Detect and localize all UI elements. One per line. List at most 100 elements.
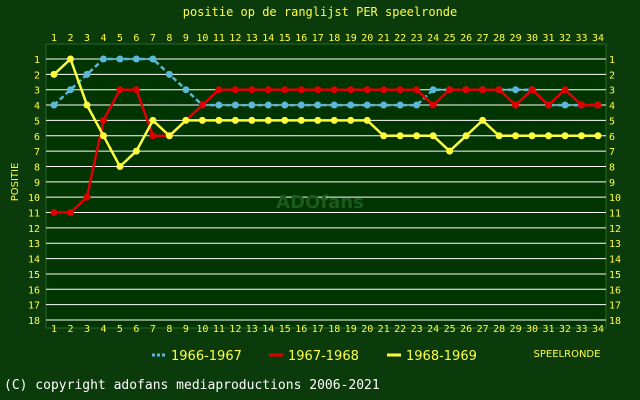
point-1968-1969-r33 (578, 132, 586, 140)
x-tick-bottom-33: 33 (575, 324, 587, 335)
legend-label-1966-1967: 1966-1967 (171, 349, 242, 364)
point-1966-1967-r20 (363, 101, 371, 109)
point-1967-1968-r18 (330, 86, 338, 94)
point-1968-1969-r8 (165, 132, 173, 140)
plot-area (45, 43, 607, 329)
x-tick-bottom-34: 34 (592, 324, 604, 335)
y-tick-left-13: 13 (28, 239, 40, 250)
point-1967-1968-r15 (281, 86, 289, 94)
x-tick-top-32: 32 (559, 33, 571, 44)
x-tick-top-20: 20 (361, 33, 373, 44)
x-tick-top-11: 11 (213, 33, 225, 44)
x-tick-bottom-2: 2 (67, 324, 73, 335)
point-1968-1969-r1 (50, 70, 58, 78)
point-1968-1969-r28 (495, 132, 503, 140)
point-1968-1969-r17 (314, 116, 322, 124)
x-tick-bottom-28: 28 (493, 324, 505, 335)
point-1966-1967-r16 (297, 101, 305, 109)
point-1966-1967-r3 (83, 70, 91, 78)
x-tick-top-2: 2 (67, 33, 73, 44)
y-tick-left-12: 12 (28, 224, 40, 235)
point-1968-1969-r32 (561, 132, 569, 140)
point-1968-1969-r2 (66, 55, 74, 63)
y-tick-left-4: 4 (34, 101, 40, 112)
x-tick-bottom-27: 27 (477, 324, 489, 335)
point-1966-1967-r12 (231, 101, 239, 109)
x-tick-bottom-32: 32 (559, 324, 571, 335)
x-tick-top-24: 24 (427, 33, 439, 44)
point-1967-1968-r27 (479, 86, 487, 94)
x-tick-bottom-10: 10 (196, 324, 208, 335)
x-tick-bottom-29: 29 (510, 324, 522, 335)
point-1966-1967-r14 (264, 101, 272, 109)
point-1967-1968-r24 (429, 101, 437, 109)
x-tick-top-26: 26 (460, 33, 472, 44)
x-tick-top-10: 10 (196, 33, 208, 44)
point-1967-1968-r3 (83, 193, 91, 201)
point-1967-1968-r14 (264, 86, 272, 94)
point-1967-1968-r33 (578, 101, 586, 109)
point-1967-1968-r11 (215, 86, 223, 94)
point-1967-1968-r5 (116, 86, 124, 94)
point-1968-1969-r6 (132, 147, 140, 155)
point-1968-1969-r27 (479, 116, 487, 124)
x-tick-top-28: 28 (493, 33, 505, 44)
x-tick-top-18: 18 (328, 33, 340, 44)
point-1968-1969-r13 (248, 116, 256, 124)
point-1967-1968-r7 (149, 132, 157, 140)
point-1966-1967-r24 (429, 86, 437, 94)
x-tick-top-31: 31 (543, 33, 555, 44)
x-tick-top-30: 30 (526, 33, 538, 44)
point-1966-1967-r6 (132, 55, 140, 63)
series-1968-1969 (50, 55, 602, 170)
point-1966-1967-r1 (50, 101, 58, 109)
point-1967-1968-r34 (594, 101, 602, 109)
y-tick-right-11: 11 (609, 209, 621, 220)
x-tick-bottom-19: 19 (345, 324, 357, 335)
point-1967-1968-r31 (545, 101, 553, 109)
x-tick-bottom-12: 12 (229, 324, 241, 335)
x-tick-top-12: 12 (229, 33, 241, 44)
point-1968-1969-r23 (413, 132, 421, 140)
point-1967-1968-r22 (396, 86, 404, 94)
x-tick-bottom-13: 13 (246, 324, 258, 335)
x-axis-label: SPEELRONDE (534, 349, 601, 360)
point-1966-1967-r9 (182, 86, 190, 94)
y-tick-left-14: 14 (28, 255, 40, 266)
x-tick-bottom-17: 17 (312, 324, 324, 335)
y-tick-right-12: 12 (609, 224, 621, 235)
y-tick-right-16: 16 (609, 285, 621, 296)
point-1966-1967-r29 (512, 86, 520, 94)
point-1967-1968-r25 (446, 86, 454, 94)
point-1968-1969-r5 (116, 162, 124, 170)
y-tick-right-5: 5 (609, 116, 615, 127)
point-1966-1967-r17 (314, 101, 322, 109)
y-tick-right-9: 9 (609, 178, 615, 189)
point-1968-1969-r3 (83, 101, 91, 109)
copyright-text: (C) copyright adofans mediaproductions 2… (4, 378, 380, 393)
point-1967-1968-r1 (50, 209, 58, 217)
y-tick-right-14: 14 (609, 255, 621, 266)
x-tick-bottom-5: 5 (117, 324, 123, 335)
y-tick-left-17: 17 (28, 301, 40, 312)
point-1966-1967-r13 (248, 101, 256, 109)
series-lines (50, 55, 602, 217)
point-1967-1968-r30 (528, 86, 536, 94)
watermark-text: ADOfans (276, 192, 364, 213)
x-tick-top-29: 29 (510, 33, 522, 44)
x-tick-bottom-31: 31 (543, 324, 555, 335)
series-line-1968-1969 (53, 57, 598, 168)
y-tick-left-10: 10 (28, 193, 40, 204)
point-1968-1969-r14 (264, 116, 272, 124)
x-tick-bottom-30: 30 (526, 324, 538, 335)
y-tick-right-1: 1 (609, 55, 615, 66)
point-1967-1968-r17 (314, 86, 322, 94)
x-tick-bottom-8: 8 (166, 324, 172, 335)
point-1968-1969-r31 (545, 132, 553, 140)
y-tick-left-6: 6 (34, 132, 40, 143)
point-1968-1969-r11 (215, 116, 223, 124)
chart-title: positie op de ranglijst PER speelronde (183, 5, 458, 19)
point-1967-1968-r26 (462, 86, 470, 94)
x-tick-bottom-25: 25 (444, 324, 456, 335)
